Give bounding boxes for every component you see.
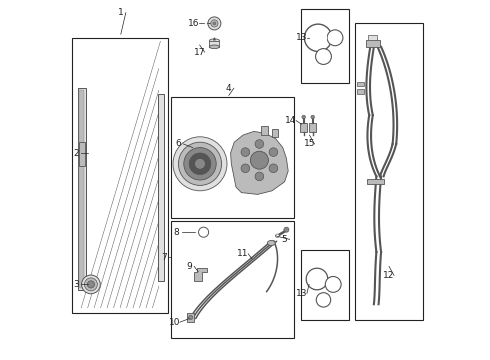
Circle shape xyxy=(284,227,289,232)
Circle shape xyxy=(304,24,332,51)
Circle shape xyxy=(311,273,323,285)
Circle shape xyxy=(211,20,218,27)
Circle shape xyxy=(201,230,206,235)
Text: 14: 14 xyxy=(285,116,297,125)
Circle shape xyxy=(87,281,95,288)
Circle shape xyxy=(325,276,341,292)
Circle shape xyxy=(241,164,250,172)
Text: 15: 15 xyxy=(304,139,315,148)
Circle shape xyxy=(269,148,278,156)
Circle shape xyxy=(309,29,327,47)
Circle shape xyxy=(275,234,279,238)
Circle shape xyxy=(319,52,328,61)
Polygon shape xyxy=(231,131,288,194)
Bar xyxy=(301,250,349,320)
Circle shape xyxy=(189,153,211,175)
Bar xyxy=(158,94,164,281)
Circle shape xyxy=(195,158,205,169)
Text: 13: 13 xyxy=(296,33,308,42)
Text: 4: 4 xyxy=(226,84,232,93)
Circle shape xyxy=(84,278,98,291)
Ellipse shape xyxy=(268,240,275,246)
Text: 5: 5 xyxy=(282,235,288,244)
Bar xyxy=(171,221,294,338)
Bar xyxy=(209,41,220,47)
Text: 1: 1 xyxy=(118,8,123,17)
Text: 7: 7 xyxy=(161,253,167,262)
Bar xyxy=(79,90,84,288)
Bar xyxy=(272,129,278,137)
Ellipse shape xyxy=(209,45,220,49)
Text: 12: 12 xyxy=(383,271,394,280)
Text: 10: 10 xyxy=(169,318,180,327)
Circle shape xyxy=(302,115,305,119)
Bar xyxy=(357,82,364,86)
Bar xyxy=(171,97,294,218)
Circle shape xyxy=(316,293,331,307)
Bar xyxy=(301,9,349,83)
Circle shape xyxy=(81,275,100,294)
Text: 16: 16 xyxy=(188,19,199,28)
Bar xyxy=(357,89,364,94)
Circle shape xyxy=(250,151,269,169)
Circle shape xyxy=(241,148,250,156)
Bar xyxy=(300,123,307,132)
Circle shape xyxy=(327,30,343,46)
Bar xyxy=(309,123,316,132)
Circle shape xyxy=(198,227,209,237)
Polygon shape xyxy=(194,268,207,281)
Circle shape xyxy=(189,315,193,320)
Circle shape xyxy=(319,296,328,304)
Bar xyxy=(368,35,377,40)
Circle shape xyxy=(255,140,264,148)
Text: 11: 11 xyxy=(238,249,249,258)
Text: 8: 8 xyxy=(174,228,179,237)
Circle shape xyxy=(316,49,331,64)
Circle shape xyxy=(173,137,227,191)
Circle shape xyxy=(330,33,340,42)
Text: 3: 3 xyxy=(73,280,79,289)
Bar xyxy=(77,88,86,290)
Circle shape xyxy=(255,172,264,181)
Circle shape xyxy=(306,268,328,290)
Bar xyxy=(355,23,423,320)
Text: 17: 17 xyxy=(194,48,205,57)
Bar xyxy=(368,179,384,184)
Bar xyxy=(261,126,269,135)
Bar xyxy=(79,142,85,166)
Text: 2: 2 xyxy=(73,149,78,158)
Circle shape xyxy=(311,115,315,119)
Bar xyxy=(187,313,194,322)
Text: 9: 9 xyxy=(186,262,192,271)
Text: 6: 6 xyxy=(175,139,181,148)
Circle shape xyxy=(269,164,278,173)
Bar xyxy=(72,38,168,313)
Circle shape xyxy=(208,17,221,30)
Ellipse shape xyxy=(209,39,220,42)
Circle shape xyxy=(178,142,221,185)
Circle shape xyxy=(328,280,338,289)
Text: 13: 13 xyxy=(296,289,308,298)
Circle shape xyxy=(184,148,216,180)
Circle shape xyxy=(213,22,216,25)
Bar xyxy=(366,40,380,47)
